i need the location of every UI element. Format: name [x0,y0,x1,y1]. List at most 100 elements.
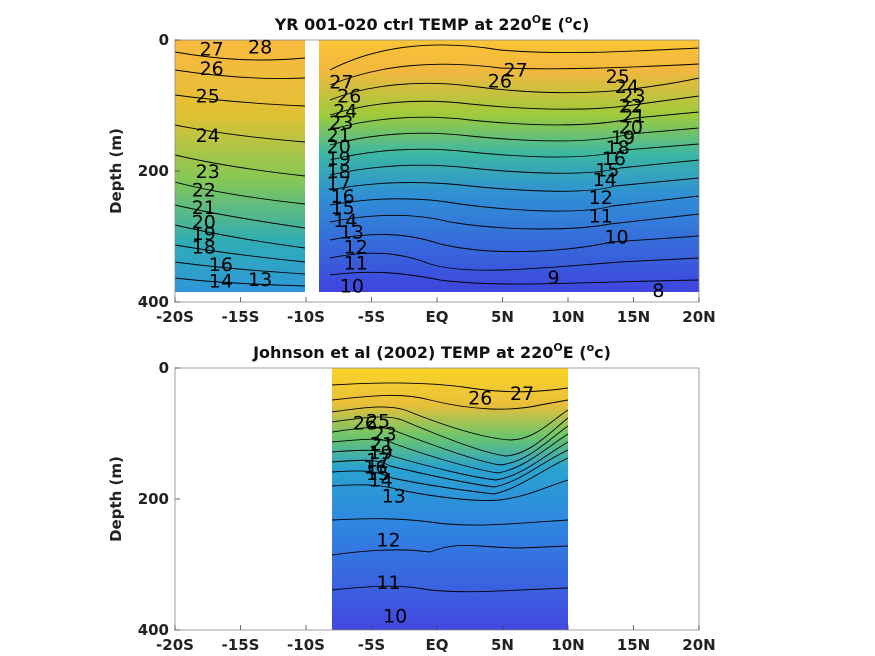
contour-label: 20 [192,211,216,233]
contour-label: 24 [196,125,220,147]
panel-1-field [175,40,699,292]
contour-label: 16 [331,186,355,208]
contour-label: 23 [621,86,645,108]
contour-label: 13 [248,269,272,291]
contour-label: 23 [196,161,220,183]
y-tick-label: 200 [138,162,169,180]
panel-2-ylabel: Depth (m) [107,456,125,542]
x-tick-label: -20S [156,308,194,326]
contour-label: 14 [593,169,617,191]
contour-label: 16 [363,456,387,478]
y-tick-label: 0 [159,359,169,377]
contour-label: 26 [353,412,377,434]
x-tick-label: 5N [491,636,514,654]
y-tick-label: 400 [138,621,169,639]
panel-1-south-field [175,40,305,292]
contour-label: 20 [327,136,351,158]
contour-label: 11 [376,572,400,594]
contour-label: 17 [366,450,390,472]
contour-label: 14 [333,210,357,232]
contour-label: 13 [382,486,406,508]
x-tick-label: -20S [156,636,194,654]
x-tick-label: -10S [287,636,325,654]
contour-label: 12 [344,236,368,258]
contour-label: 25 [366,410,390,432]
contour-label: 14 [209,270,233,292]
contour-label: 11 [344,253,368,275]
contour-label: 11 [589,206,613,228]
contour-label: 10 [340,276,364,298]
contour-label: 19 [327,148,351,170]
panel-2-title: Johnson et al (2002) TEMP at 220OE (oc) [252,341,611,362]
contour-label: 22 [192,179,216,201]
contour-label: 16 [602,148,626,170]
contour-label: 21 [370,433,394,455]
contour-label: 18 [606,137,630,159]
contour-label: 27 [510,383,534,405]
contour-label: 26 [200,58,224,80]
contour-label: 26 [488,71,512,93]
x-tick-label: EQ [426,636,449,654]
contour-label: 27 [504,59,528,81]
contour-label: 18 [327,161,351,183]
contour-label: 10 [383,606,407,628]
contour-label: 18 [192,236,216,258]
contour-label: 24 [615,76,639,98]
contour-label: 23 [373,424,397,446]
panel-1-ylabel: Depth (m) [107,128,125,214]
contour-label: 19 [611,127,635,149]
contour-label: 12 [589,187,613,209]
contour-label: 8 [652,280,664,302]
x-tick-label: -5S [358,636,385,654]
panel-1-xticks: -20S -15S -10S -5S EQ 5N 10N 15N 20N [156,297,716,326]
contour-label: 26 [468,387,492,409]
contour-label: 23 [329,112,353,134]
contour-label: 21 [192,197,216,219]
x-tick-label: 10N [551,636,584,654]
contour-label: 12 [376,530,400,552]
contour-label: 24 [333,101,357,123]
panel-2: Johnson et al (2002) TEMP at 220OE (oc) … [107,341,716,654]
x-tick-label: EQ [426,308,449,326]
contour-label: 27 [200,39,224,61]
contour-label: 15 [595,160,619,182]
contour-label: 19 [192,223,216,245]
panel-1-title: YR 001-020 ctrl TEMP at 220OE (oc) [274,13,590,34]
contour-label: 21 [327,125,351,147]
panel-1-yticks: 0 200 400 [138,31,180,311]
panel-1: YR 001-020 ctrl TEMP at 220OE (oc) [107,13,716,326]
panel-1-data-gap [305,40,319,292]
contour-label: 14 [369,469,393,491]
panel-1-contours [175,44,699,287]
x-tick-label: 10N [551,308,584,326]
contour-label: 26 [337,86,361,108]
y-tick-label: 0 [159,31,169,49]
panel-2-xticks: -20S -15S -10S -5S EQ 5N 10N 15N 20N [156,625,716,654]
x-tick-label: -10S [287,308,325,326]
contour-label: 9 [548,267,560,289]
x-tick-label: 5N [491,308,514,326]
contour-label: 16 [209,254,233,276]
contour-label: 27 [329,71,353,93]
y-tick-label: 400 [138,293,169,311]
x-tick-label: 15N [617,308,650,326]
x-tick-label: -15S [222,308,260,326]
x-tick-label: -5S [358,308,385,326]
y-tick-label: 200 [138,490,169,508]
contour-label: 25 [196,86,220,108]
x-tick-label: 20N [682,308,715,326]
panel-2-field [332,368,568,630]
contour-label: 25 [606,66,630,88]
x-tick-label: 15N [617,636,650,654]
contour-label: 20 [619,116,643,138]
contour-label: 28 [248,37,272,59]
contour-label: 15 [366,463,390,485]
contour-label: 13 [340,221,364,243]
contour-label: 22 [619,96,643,118]
panel-2-contours [332,382,568,593]
panel-2-yticks: 0 200 400 [138,359,180,639]
contour-label: 10 [604,227,628,249]
contour-label: 21 [621,105,645,127]
